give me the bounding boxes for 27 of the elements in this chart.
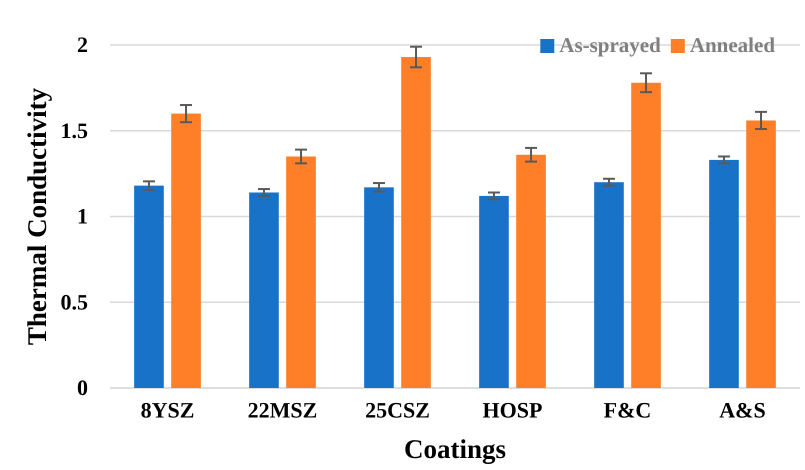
x-tick-label: 22MSZ [248, 398, 318, 423]
bar [364, 187, 394, 388]
bar [479, 196, 509, 388]
bar [594, 182, 624, 388]
x-axis-title: Coatings [404, 434, 506, 464]
x-tick-label: HOSP [482, 398, 542, 423]
bar [286, 156, 316, 388]
bar [171, 114, 201, 388]
bar [746, 120, 776, 388]
bar [401, 57, 431, 388]
y-tick-label: 0.5 [60, 289, 88, 314]
bar [249, 192, 279, 388]
y-tick-label: 2 [77, 32, 88, 58]
legend-label: As-sprayed [559, 33, 662, 57]
legend-label: Annealed [690, 33, 776, 57]
bar [134, 186, 164, 388]
x-tick-label: 25CSZ [365, 398, 430, 423]
y-tick-label: 0 [77, 375, 88, 400]
y-tick-label: 1.5 [60, 118, 88, 143]
bar [516, 154, 546, 388]
x-tick-label: A&S [719, 398, 766, 423]
x-tick-label: 8YSZ [140, 398, 194, 423]
bar [709, 160, 739, 388]
bar [631, 82, 661, 388]
y-axis-title: Thermal Conductivity [22, 87, 52, 346]
y-tick-label: 1 [77, 204, 88, 229]
x-tick-label: F&C [604, 398, 652, 423]
